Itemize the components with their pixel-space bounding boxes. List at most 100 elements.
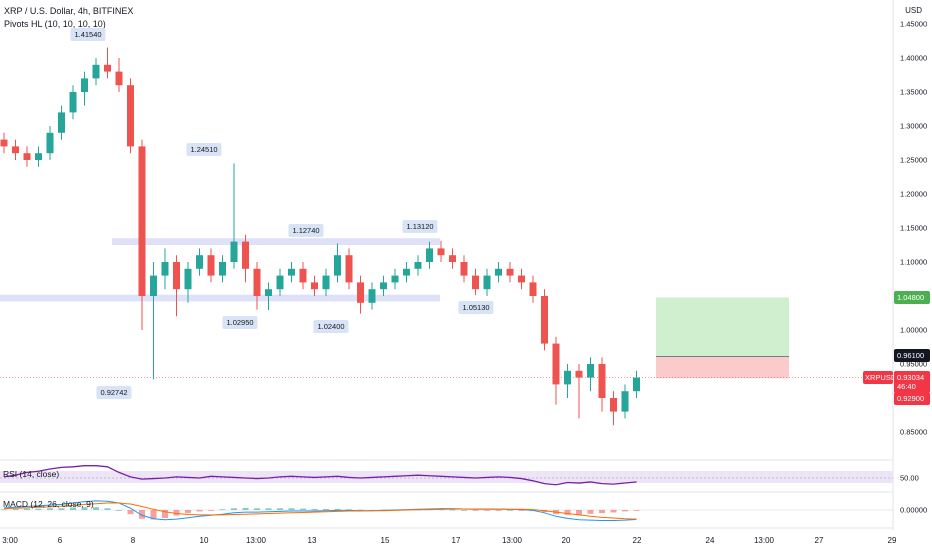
price-tick-label: 0.85000 — [900, 427, 928, 437]
macd-indicator-label[interactable]: MACD (12, 26, close, 9) — [3, 499, 94, 509]
macd-histogram-bar — [288, 508, 295, 510]
symbol-price-tag: XRPUSD — [863, 371, 897, 384]
macd-histogram-bar — [104, 508, 111, 510]
macd-histogram-bar — [70, 507, 76, 510]
candle-body — [426, 248, 433, 262]
time-tick-label: 3:00 — [2, 536, 18, 545]
candle-body — [552, 343, 560, 385]
macd-level-label: 0.00000 — [900, 505, 928, 515]
candle-body — [69, 92, 77, 113]
candle-body — [357, 282, 364, 303]
pivot-label: 1.12740 — [288, 224, 324, 237]
rsi-indicator-label[interactable]: RSI (14, close) — [3, 469, 60, 479]
macd-histogram-bar — [185, 510, 191, 514]
candle-body — [575, 370, 583, 378]
price-tick-label: 1.25000 — [900, 155, 928, 165]
pivot-label: 1.02400 — [313, 320, 349, 333]
macd-histogram-bar — [518, 510, 525, 511]
candle-body — [81, 78, 88, 92]
candle-body — [161, 262, 169, 276]
pivots-indicator-label[interactable]: Pivots HL (10, 10, 10, 10) — [4, 19, 106, 29]
candle-body — [104, 64, 111, 72]
candle-body — [35, 153, 42, 160]
macd-histogram-bar — [484, 510, 490, 511]
time-tick-label: 20 — [561, 536, 571, 545]
macd-histogram-bar — [495, 510, 502, 511]
countdown-label: 46:40 — [894, 380, 930, 393]
time-tick-label: 27 — [814, 536, 824, 545]
macd-histogram-bar — [81, 507, 88, 510]
candle-body — [541, 296, 548, 344]
candle-body — [598, 364, 606, 398]
candle-body — [403, 268, 410, 276]
support-resistance-zone — [112, 238, 440, 245]
candle-body — [46, 132, 54, 154]
macd-histogram-bar — [461, 510, 467, 511]
pivot-label: 1.05130 — [458, 301, 494, 314]
macd-histogram-bar — [277, 508, 283, 510]
candle-body — [184, 268, 192, 290]
signal-line — [3, 502, 637, 520]
macd-histogram-bar — [47, 508, 53, 510]
candle-body — [311, 282, 318, 290]
macd-histogram-bar — [346, 509, 352, 511]
pivot-label: 0.92742 — [96, 386, 132, 399]
candle-body — [115, 71, 123, 86]
currency-label: USD — [905, 6, 922, 15]
pivot-label: 1.24510 — [186, 143, 222, 156]
candle-body — [138, 146, 146, 296]
time-tick-label: 22 — [632, 536, 642, 545]
price-tick-label: 1.10000 — [900, 257, 928, 267]
candle-body — [380, 282, 387, 290]
price-tick-label: 1.35000 — [900, 87, 928, 97]
candle-body — [150, 275, 157, 296]
macd-histogram-bar — [1, 509, 7, 511]
rsi-level-label: 50.00 — [900, 473, 919, 483]
candle-body — [414, 262, 422, 269]
price-tick-label: 1.15000 — [900, 223, 928, 233]
macd-histogram-bar — [116, 510, 122, 511]
time-tick-label: 15 — [380, 536, 390, 545]
candle-body — [92, 64, 100, 79]
macd-histogram-bar — [139, 510, 145, 519]
symbol-title[interactable]: XRP / U.S. Dollar, 4h, BITFINEX — [4, 6, 134, 16]
macd-histogram-bar — [633, 510, 640, 511]
time-tick-label: 8 — [130, 536, 136, 545]
macd-histogram-bar — [127, 510, 134, 515]
candle-body — [127, 85, 134, 147]
macd-histogram-bar — [300, 508, 306, 510]
macd-histogram-bar — [93, 507, 99, 510]
macd-histogram-bar — [196, 510, 203, 512]
rsi-line — [3, 465, 637, 486]
time-tick-label: 17 — [451, 536, 461, 545]
price-tick-label: 0.95000 — [900, 359, 928, 369]
stop-price-label: 0.92900 — [894, 392, 930, 405]
time-tick-label: 13:00 — [245, 536, 267, 545]
macd-histogram-bar — [150, 510, 157, 520]
pivot-label: 1.02950 — [222, 316, 258, 329]
candle-body — [23, 153, 31, 160]
candle-body — [322, 275, 330, 290]
macd-histogram-bar — [610, 510, 617, 513]
macd-histogram-bar — [587, 510, 594, 514]
take-profit-zone — [656, 297, 789, 357]
macd-histogram-bar — [242, 507, 249, 510]
time-tick-label: 13 — [307, 536, 317, 545]
candle-body — [173, 262, 180, 290]
candle-body — [472, 275, 479, 290]
entry-price-label: 0.96100 — [894, 349, 930, 362]
price-tick-label: 1.45000 — [900, 19, 928, 29]
support-resistance-zone — [0, 294, 440, 302]
candle-body — [391, 275, 399, 283]
macd-histogram-bar — [564, 510, 571, 515]
macd-histogram-bar — [622, 510, 628, 512]
macd-histogram-bar — [208, 510, 214, 511]
candle-body — [483, 275, 491, 290]
macd-histogram-bar — [334, 508, 341, 510]
macd-histogram-bar — [311, 508, 318, 510]
candle-body — [564, 370, 571, 385]
candle-body — [529, 282, 537, 296]
candle-body — [58, 112, 65, 133]
candle-body — [334, 255, 341, 276]
